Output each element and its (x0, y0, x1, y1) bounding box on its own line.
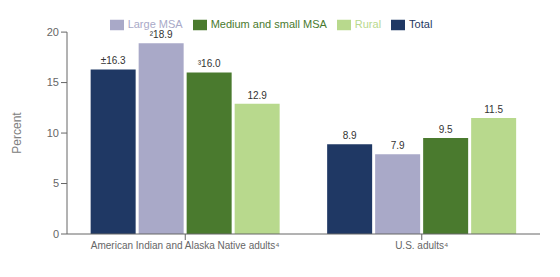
svg-text:³16.0: ³16.0 (198, 58, 221, 69)
svg-text:20: 20 (47, 26, 59, 38)
svg-text:Percent: Percent (10, 112, 24, 154)
html-text:Medium and small MSA: Medium and small MSA (210, 18, 327, 30)
svg-text:0: 0 (53, 228, 59, 240)
html-text:Total: Total (409, 18, 433, 30)
svg-text:5: 5 (53, 177, 59, 189)
svg-text:²18.9: ²18.9 (150, 29, 173, 40)
html-text:Rural: Rural (354, 18, 382, 30)
svg-text:U.S. adults⁴: U.S. adults⁴ (395, 240, 448, 251)
svg-text:American Indian and Alaska Nat: American Indian and Alaska Native adults… (91, 240, 280, 251)
svg-text:7.9: 7.9 (391, 140, 405, 151)
svg-text:12.9: 12.9 (247, 90, 267, 101)
svg-text:±16.3: ±16.3 (101, 55, 126, 66)
html-text:Large MSA: Large MSA (127, 18, 183, 30)
svg-text:9.5: 9.5 (439, 124, 453, 135)
svg-text:15: 15 (47, 76, 59, 88)
svg-text:10: 10 (47, 127, 59, 139)
svg-text:11.5: 11.5 (484, 104, 503, 115)
svg-text:8.9: 8.9 (343, 130, 357, 141)
